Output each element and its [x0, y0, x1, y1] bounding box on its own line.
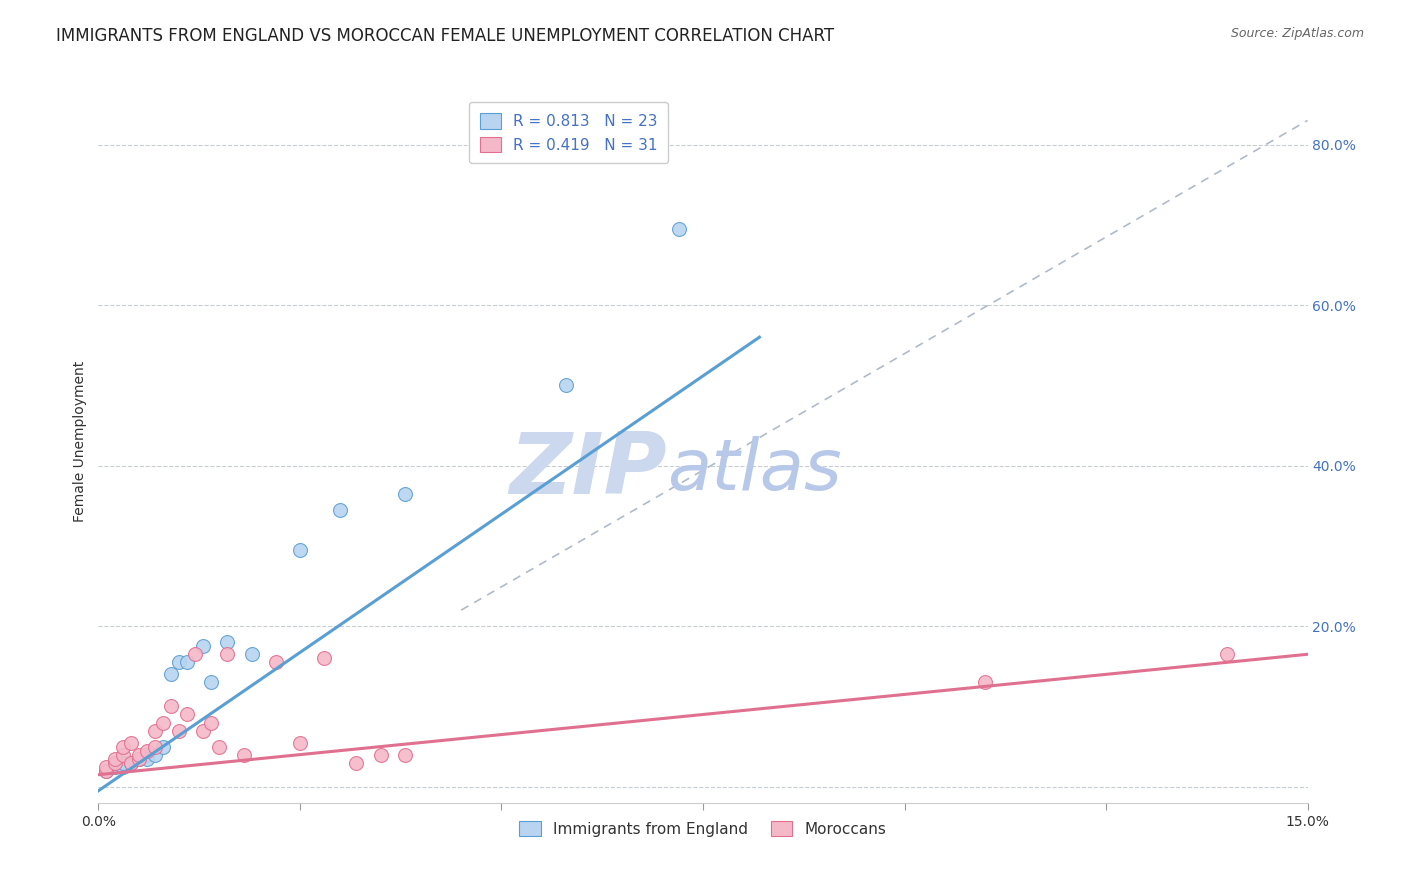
Point: [314, 651, 336, 665]
Point: [1216, 648, 1239, 662]
Point: [96, 764, 118, 778]
Point: [128, 751, 150, 765]
Point: [208, 739, 231, 754]
Point: [111, 760, 134, 774]
Point: [264, 655, 287, 669]
Point: [120, 756, 142, 770]
Point: [120, 756, 142, 770]
Point: [167, 655, 190, 669]
Point: [143, 739, 166, 754]
Point: [668, 221, 690, 235]
Point: [120, 735, 142, 749]
Legend: Immigrants from England, Moroccans: Immigrants from England, Moroccans: [510, 812, 896, 846]
Point: [193, 723, 215, 738]
Point: [143, 723, 166, 738]
Text: IMMIGRANTS FROM ENGLAND VS MOROCCAN FEMALE UNEMPLOYMENT CORRELATION CHART: IMMIGRANTS FROM ENGLAND VS MOROCCAN FEMA…: [56, 27, 834, 45]
Point: [176, 707, 198, 722]
Point: [193, 639, 215, 653]
Point: [394, 747, 416, 762]
Point: [240, 648, 263, 662]
Point: [344, 756, 367, 770]
Point: [103, 756, 125, 770]
Point: [200, 715, 222, 730]
Point: [288, 542, 311, 557]
Point: [555, 378, 578, 392]
Point: [143, 747, 166, 762]
Point: [974, 675, 997, 690]
Point: [370, 747, 392, 762]
Point: [217, 635, 239, 649]
Point: [200, 675, 222, 690]
Point: [176, 655, 198, 669]
Point: [96, 760, 118, 774]
Point: [111, 747, 134, 762]
Text: ZIP: ZIP: [509, 429, 666, 512]
Point: [152, 739, 174, 754]
Point: [329, 502, 352, 516]
Y-axis label: Female Unemployment: Female Unemployment: [73, 361, 87, 522]
Point: [128, 747, 150, 762]
Point: [103, 756, 125, 770]
Point: [103, 751, 125, 765]
Point: [288, 735, 311, 749]
Point: [152, 715, 174, 730]
Point: [111, 739, 134, 754]
Point: [160, 667, 183, 681]
Point: [232, 747, 254, 762]
Text: atlas: atlas: [666, 436, 841, 505]
Point: [160, 699, 183, 714]
Text: Source: ZipAtlas.com: Source: ZipAtlas.com: [1230, 27, 1364, 40]
Point: [184, 648, 207, 662]
Point: [135, 751, 157, 765]
Point: [167, 723, 190, 738]
Point: [135, 744, 157, 758]
Point: [135, 747, 157, 762]
Point: [111, 756, 134, 770]
Point: [96, 764, 118, 778]
Point: [128, 751, 150, 765]
Point: [103, 760, 125, 774]
Point: [394, 487, 416, 501]
Point: [217, 648, 239, 662]
